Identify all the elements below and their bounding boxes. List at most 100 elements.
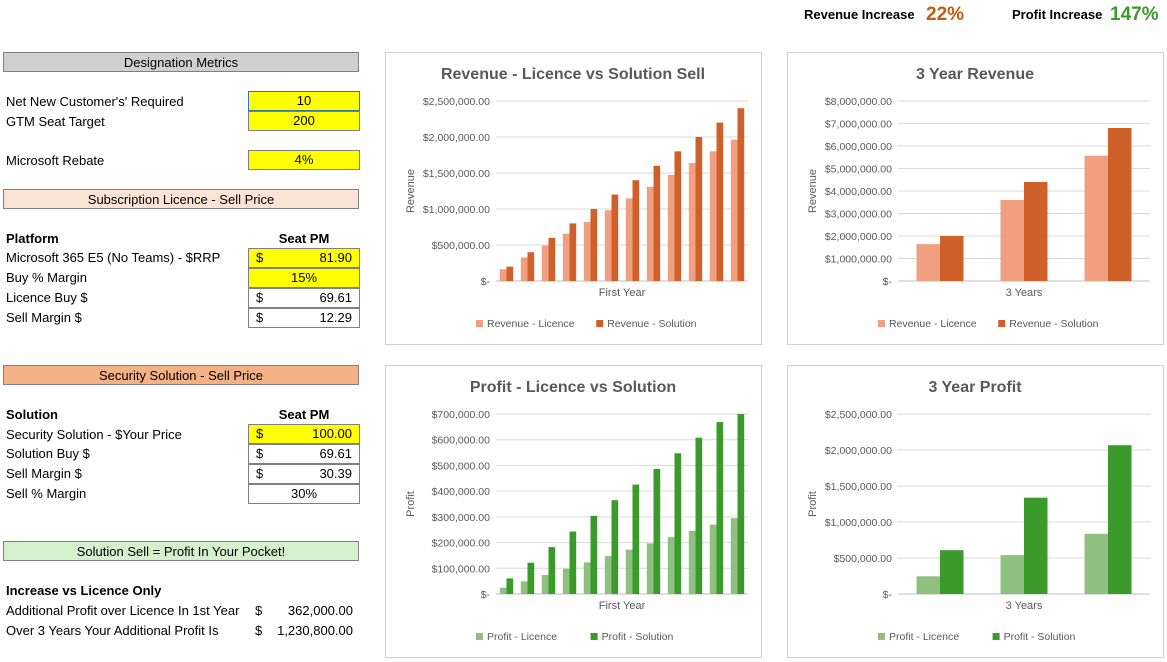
y-tick-label: $-	[481, 589, 491, 601]
bar-profit-licence	[541, 575, 549, 594]
bar-revenue-solution	[632, 180, 640, 281]
revenue-increase-value: 22%	[926, 4, 965, 25]
revenue-monthly-chart-svg: Revenue - Licence vs Solution Sell Revenu…	[405, 66, 748, 330]
profit-monthly-chart-svg: Profit - Licence vs Solution Profit $- $100…	[405, 379, 748, 643]
solution-buy-label: Solution Buy $	[6, 446, 90, 461]
bar-revenue-solution	[569, 223, 577, 281]
licence-sell-margin-cell[interactable]: $ 12.29	[248, 308, 360, 328]
y-tick-label: $1,000,000.00	[825, 254, 892, 266]
bar-revenue-licence	[730, 139, 738, 281]
y-tick-label: $8,000,000.00	[825, 96, 892, 108]
y-tick-label: $1,500,000.00	[825, 481, 892, 493]
bar-profit-licence	[730, 518, 738, 594]
legend-swatch	[998, 320, 1006, 327]
currency-symbol: $	[256, 426, 264, 441]
net-new-input[interactable]: 10	[248, 91, 360, 111]
bar-profit-licence	[667, 537, 675, 594]
y-tick-label: $500,000.00	[432, 460, 491, 472]
buy-margin-label: Buy % Margin	[6, 270, 87, 285]
bar-profit-licence	[646, 543, 654, 594]
bar-revenue-solution	[695, 137, 703, 281]
bar-profit-licence	[1000, 555, 1024, 594]
increase-heading: Increase vs Licence Only	[6, 583, 162, 598]
revenue-increase-label: Revenue Increase	[804, 7, 915, 22]
seat-pm-column-label: Seat PM	[278, 231, 330, 246]
solution-sell-margin-label: Sell Margin $	[6, 466, 82, 481]
security-price-label: Security Solution - $Your Price	[6, 427, 182, 442]
bar-profit-solution	[695, 437, 703, 594]
licence-buy-cell[interactable]: $ 69.61	[248, 288, 360, 308]
currency-symbol: $	[256, 466, 264, 481]
chart-title: 3 Year Profit	[928, 379, 1022, 396]
chart-title: Profit - Licence vs Solution	[470, 379, 676, 396]
legend-swatch	[596, 320, 604, 327]
y-tick-label: $200,000.00	[432, 538, 491, 550]
sell-pct-margin-label: Sell % Margin	[6, 486, 87, 501]
solution-column-label: Solution	[6, 407, 58, 422]
first-year-profit-label: Additional Profit over Licence In 1st Ye…	[6, 603, 240, 618]
bar-profit-solution	[569, 531, 577, 594]
solution-buy-value: 69.61	[319, 446, 352, 461]
legend-swatch	[878, 320, 885, 327]
solution-sell-margin-value: 30.39	[319, 466, 352, 481]
bar-revenue-licence	[625, 198, 633, 281]
bar-revenue-licence	[1084, 155, 1108, 281]
bar-profit-licence	[688, 530, 696, 594]
bar-profit-licence	[916, 576, 940, 594]
x-axis-label: 3 Years	[1006, 287, 1043, 299]
y-tick-label: $100,000.00	[432, 563, 491, 575]
licence-sell-margin-value: 12.29	[319, 310, 352, 325]
platform-column-label: Platform	[6, 231, 59, 246]
bar-revenue-solution	[737, 108, 745, 281]
three-year-profit-value: 1,230,800.00	[277, 623, 353, 638]
chart-title: Revenue - Licence vs Solution Sell	[441, 66, 705, 83]
bar-profit-licence	[583, 562, 591, 594]
y-tick-label: $2,500,000.00	[423, 96, 490, 108]
gtm-seat-input[interactable]: 200	[248, 111, 360, 131]
bar-revenue-licence	[667, 174, 675, 281]
rebate-input[interactable]: 4%	[248, 150, 360, 170]
solution-buy-cell[interactable]: $ 69.61	[248, 444, 360, 464]
y-tick-label: $500,000.00	[432, 240, 491, 252]
bar-revenue-licence	[688, 163, 696, 281]
m365-label: Microsoft 365 E5 (No Teams) - $RRP	[6, 250, 221, 265]
security-price-input[interactable]: $ 100.00	[248, 424, 360, 444]
bar-profit-solution	[527, 562, 535, 594]
legend-swatch	[476, 320, 483, 327]
legend-swatch	[590, 633, 598, 640]
licence-header: Subscription Licence - Sell Price	[3, 189, 359, 209]
revenue-3yr-chart: 3 Year Revenue Revenue $- $1,000,000.00 $2,0…	[787, 52, 1164, 345]
y-tick-label: $3,000,000.00	[825, 209, 892, 221]
profit-increase-label: Profit Increase	[1012, 7, 1103, 22]
legend-swatch	[992, 633, 1000, 640]
chart-title: 3 Year Revenue	[916, 66, 1034, 83]
y-tick-label: $2,000,000.00	[423, 132, 490, 144]
m365-price-input[interactable]: $ 81.90	[248, 248, 360, 268]
bar-revenue-solution	[548, 237, 556, 281]
legend-swatch	[878, 633, 885, 640]
y-tick-label: $700,000.00	[432, 409, 491, 421]
y-tick-label: $300,000.00	[432, 512, 491, 524]
y-tick-label: $-	[883, 276, 893, 288]
sell-pct-margin-cell[interactable]: 30%	[248, 484, 360, 504]
bar-profit-licence	[1084, 533, 1108, 594]
bar-revenue-licence	[646, 186, 654, 281]
y-tick-label: $6,000,000.00	[825, 141, 892, 153]
bar-revenue-solution	[1108, 128, 1132, 281]
buy-margin-input[interactable]: 15%	[248, 268, 360, 288]
bar-profit-solution	[590, 515, 598, 594]
legend-label: Revenue - Solution	[607, 318, 696, 330]
bar-profit-solution	[506, 578, 514, 594]
security-header: Security Solution - Sell Price	[3, 365, 359, 385]
bar-profit-licence	[562, 568, 570, 594]
legend-swatch	[476, 633, 483, 640]
y-tick-label: $600,000.00	[432, 435, 491, 447]
y-tick-label: $1,500,000.00	[423, 168, 490, 180]
bar-revenue-licence	[709, 151, 717, 281]
bar-profit-licence	[520, 581, 528, 594]
y-tick-label: $7,000,000.00	[825, 119, 892, 131]
bar-revenue-licence	[604, 210, 612, 281]
solution-sell-margin-cell[interactable]: $ 30.39	[248, 464, 360, 484]
y-tick-label: $1,000,000.00	[825, 517, 892, 529]
x-axis-label: 3 Years	[1006, 600, 1043, 612]
